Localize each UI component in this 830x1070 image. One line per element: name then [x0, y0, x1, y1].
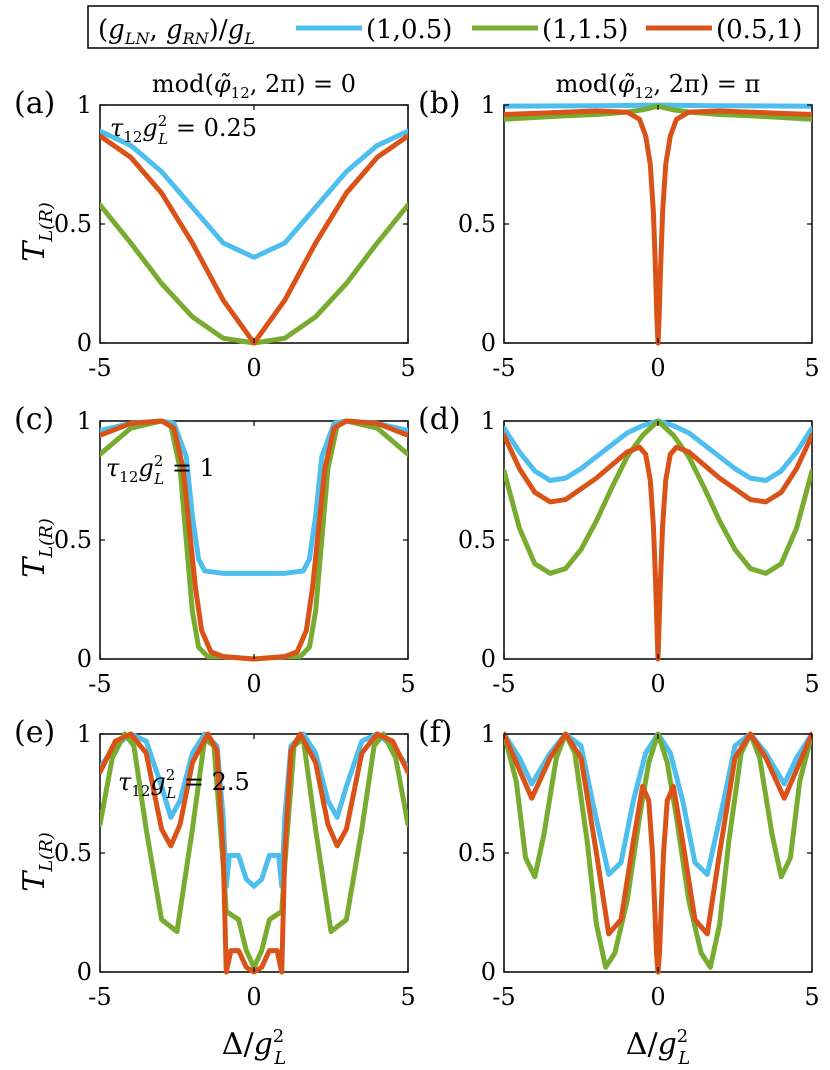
panel-b: -5 0 500.51(b) — [418, 86, 820, 382]
y-tick-label: 0 — [481, 329, 496, 357]
panel-c: -5 0 500.51(c) — [14, 402, 416, 698]
y-tick-label: 1 — [77, 407, 92, 435]
x-tick-label: -5 — [492, 354, 515, 382]
legend-entry-1: (1,0.5) — [366, 15, 452, 45]
y-tick-label: 0 — [77, 645, 92, 673]
x-tick-label: -5 — [492, 983, 515, 1011]
panel-frame — [99, 733, 409, 973]
annotation-row-2: τ12g2 L = 1 — [106, 452, 215, 488]
panel-e: -5 0 500.51(e) — [14, 715, 416, 1011]
x-tick-label: 5 — [400, 354, 415, 382]
panel-f: -5 0 500.51(f) — [418, 715, 820, 1011]
x-tick-label: 0 — [246, 670, 261, 698]
y-tick-label: 1 — [481, 91, 496, 119]
legend: (gLN, gRN)/gL (1,0.5) (1,1.5) (0.5,1) — [87, 5, 819, 49]
x-tick-label: 5 — [804, 670, 819, 698]
x-tick-label: 0 — [650, 670, 665, 698]
annotation-row-3: τ12g2 L = 2.5 — [118, 766, 250, 802]
y-tick-label: 0.5 — [458, 526, 496, 554]
series-line-blue — [100, 128, 408, 260]
x-tick-label: 0 — [246, 983, 261, 1011]
x-tick-label: 5 — [804, 983, 819, 1011]
panel-frame — [99, 420, 409, 660]
column-title-right: mod(φ̃12, 2π) = π — [556, 70, 761, 102]
y-tick-label: 0 — [77, 958, 92, 986]
panel-label: (b) — [418, 86, 461, 121]
panel-label: (f) — [418, 715, 453, 750]
legend-entry-2: (1,1.5) — [542, 15, 628, 45]
x-tick-label: 0 — [246, 354, 261, 382]
y-tick-label: 1 — [77, 720, 92, 748]
x-tick-label: -5 — [88, 354, 111, 382]
y-tick-label: 0 — [481, 645, 496, 673]
legend-entry-3: (0.5,1) — [716, 15, 802, 45]
ylabel-row-3: TL(R) — [17, 832, 57, 892]
legend-title: (gLN, gRN)/gL — [98, 15, 255, 48]
x-tick-label: -5 — [88, 983, 111, 1011]
x-tick-label: 5 — [400, 670, 415, 698]
ylabel-row-2: TL(R) — [17, 518, 57, 578]
series-line-blue — [100, 731, 408, 889]
y-tick-label: 1 — [481, 407, 496, 435]
y-tick-label: 0.5 — [54, 839, 92, 867]
panel-a: -5 0 500.51(a) — [14, 86, 416, 382]
x-tick-label: -5 — [88, 670, 111, 698]
y-tick-label: 0 — [481, 958, 496, 986]
y-tick-label: 0 — [77, 329, 92, 357]
y-tick-label: 0.5 — [54, 526, 92, 554]
panel-label: (a) — [14, 86, 55, 121]
y-tick-label: 0.5 — [54, 210, 92, 238]
x-tick-label: 5 — [400, 983, 415, 1011]
y-tick-label: 0.5 — [458, 210, 496, 238]
y-tick-label: 1 — [77, 91, 92, 119]
column-title-left: mod(φ̃12, 2π) = 0 — [152, 70, 356, 102]
xlabel-left: Δ/g2 L — [222, 1026, 286, 1069]
x-tick-label: 5 — [804, 354, 819, 382]
xlabel-right: Δ/g2 L — [626, 1026, 690, 1069]
panel-label: (d) — [418, 402, 461, 437]
ylabel-row-1: TL(R) — [17, 202, 57, 262]
panel-label: (e) — [14, 715, 55, 750]
y-tick-label: 1 — [481, 720, 496, 748]
series-line-blue — [100, 418, 408, 576]
x-tick-label: 0 — [650, 983, 665, 1011]
panel-label: (c) — [14, 402, 54, 437]
x-tick-label: 0 — [650, 354, 665, 382]
panel-d: -5 0 500.51(d) — [418, 402, 820, 698]
x-tick-label: -5 — [492, 670, 515, 698]
y-tick-label: 0.5 — [458, 839, 496, 867]
annotation-row-1: τ12g2 L = 0.25 — [110, 112, 257, 148]
